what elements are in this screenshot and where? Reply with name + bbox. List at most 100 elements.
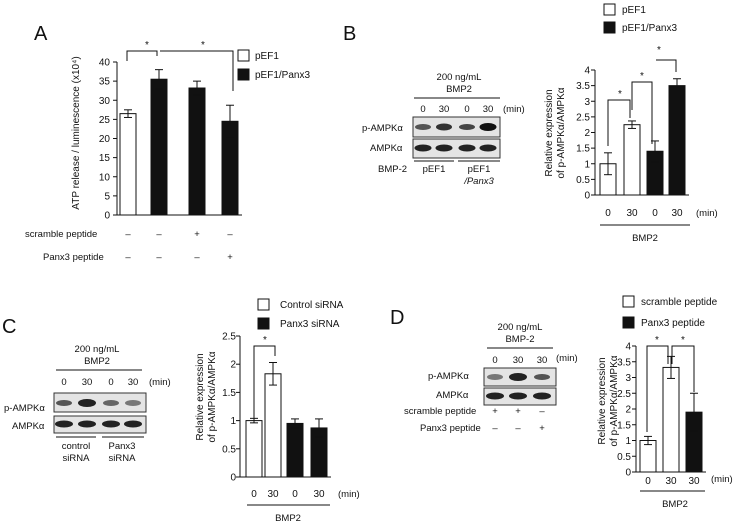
panel-d-band-t-1 xyxy=(486,392,504,400)
panel-b-ytick-label: 0 xyxy=(584,191,590,202)
panel-a-sign-grid: – – + – – – – + xyxy=(125,229,233,263)
panel-a-sig-mark-1: * xyxy=(145,40,149,51)
panel-d-sign-grid: + + – – – + xyxy=(492,406,545,434)
panel-a-treatment-sign: + xyxy=(227,252,233,263)
panel-a-sig-mark-2: * xyxy=(201,40,205,51)
panel-a-treatment-sign: – xyxy=(125,252,131,263)
panel-c-bar xyxy=(264,373,282,478)
panel-d-legend-swatch-white xyxy=(622,295,635,308)
panel-b-band-p-3 xyxy=(459,124,475,130)
panel-d-bar xyxy=(639,440,657,473)
panel-d-bar xyxy=(662,366,680,473)
panel-c-blot-treatment-line1: 200 ng/mL xyxy=(75,344,120,355)
panel-a-ytick-label: 0 xyxy=(104,211,110,222)
panel-d-treatment-sign: + xyxy=(539,423,545,434)
panel-a-sig-bracket-2 xyxy=(160,50,234,91)
panel-c-xgroup-label: BMP2 xyxy=(275,513,301,524)
panel-b-chart: 0 0.5 1 1.5 2 2.5 3 3.5 4 0 30 0 30 xyxy=(576,66,689,219)
panel-c-xtick-label: 30 xyxy=(267,489,279,500)
panel-d-sig-bracket-1 xyxy=(646,345,669,432)
panel-a-ytick-label: 5 xyxy=(104,191,110,202)
panel-b-blot-group-2-line2: /Panx3 xyxy=(463,176,494,187)
panel-b-ytick-label: 4 xyxy=(584,66,590,77)
panel-c-blot-time-2: 30 xyxy=(82,377,93,388)
panel-b-ytick-label: 1.5 xyxy=(576,144,590,155)
panel-b-sig-bracket-2 xyxy=(631,81,653,144)
panel-b-blot-time-3: 0 xyxy=(464,104,469,115)
panel-c-band-p-1 xyxy=(56,400,72,406)
panel-b-y-axis-label-2: of p-AMPKα/AMPKα xyxy=(556,87,567,178)
panel-d-y-axis-label-1: Relative expression xyxy=(597,357,608,444)
panel-b-sig-bracket-1 xyxy=(607,99,631,146)
panel-b-ytick-label: 0.5 xyxy=(576,175,590,186)
panel-d-band-p-2 xyxy=(509,373,527,381)
panel-b-blot-time-unit: (min) xyxy=(503,104,525,115)
panel-c-y-axis-label-1: Relative expression xyxy=(195,353,206,440)
panel-a-bar xyxy=(188,87,206,216)
panel-b-blot-group-1: pEF1 xyxy=(423,164,446,175)
panel-b-blot-treatment-line1: 200 ng/mL xyxy=(437,72,482,83)
panel-a-ytick-label: 20 xyxy=(99,134,111,145)
panel-c-blot-time-1: 0 xyxy=(61,377,66,388)
panel-d-treatment-sign: + xyxy=(515,406,521,417)
panel-a: A ATP release / luminescence (x10⁴) 0 5 10… xyxy=(25,23,310,263)
panel-b-ytick-label: 1 xyxy=(584,159,590,170)
panel-d-ytick-label: 1.5 xyxy=(617,420,631,431)
panel-d-sig-bracket-2 xyxy=(671,345,695,392)
panel-d-x-unit: (min) xyxy=(711,474,733,485)
panel-d-blot-time-1: 0 xyxy=(492,355,497,366)
panel-a-ytick-label: 25 xyxy=(99,115,111,126)
panel-d-xgroup-label: BMP2 xyxy=(662,499,688,510)
panel-c-ytick-label: 0.5 xyxy=(222,444,236,455)
panel-c-band-t-2 xyxy=(78,420,96,428)
panel-a-treatment-sign: – xyxy=(227,229,233,240)
panel-d-blot-time-2: 30 xyxy=(513,355,524,366)
panel-b-ytick-label: 3.5 xyxy=(576,81,590,92)
panel-c-blot-time-unit: (min) xyxy=(149,377,171,388)
panel-d-treatment-sign: + xyxy=(492,406,498,417)
panel-d-blot-treatment-line2: BMP-2 xyxy=(505,334,534,345)
panel-b-y-axis-label-1: Relative expression xyxy=(544,89,555,176)
panel-d-xtick-label: 30 xyxy=(665,476,677,487)
panel-d-sig-mark-2: * xyxy=(681,335,685,346)
panel-c-x-unit: (min) xyxy=(338,489,360,500)
panel-b-sig-mark-2: * xyxy=(640,71,644,82)
panel-c: C 200 ng/mL BMP2 0 30 0 30 (min) p-AMPKα… xyxy=(2,298,360,524)
panel-b-xtick-label: 0 xyxy=(652,208,658,219)
panel-b-legend-label-1: pEF1 xyxy=(622,5,646,16)
panel-b-legend-swatch-white xyxy=(603,3,616,16)
panel-d-band-p-1 xyxy=(487,374,503,380)
panel-c-legend-label-2: Panx3 siRNA xyxy=(280,319,340,330)
panel-b-xtick-label: 30 xyxy=(671,208,683,219)
panel-c-blot-group-2-line1: Panx3 xyxy=(109,441,136,452)
panel-d: D 200 ng/mL BMP-2 0 30 30 (min) p-AMPKα … xyxy=(390,295,733,510)
panel-b-band-t-4 xyxy=(479,144,497,152)
panel-d-treatment-sign: – xyxy=(492,423,498,434)
panel-c-legend-swatch-black xyxy=(257,317,270,330)
panel-d-ytick-label: 3 xyxy=(625,373,631,384)
panel-c-ytick-label: 2 xyxy=(230,360,236,371)
panel-c-blot-treatment-line2: BMP2 xyxy=(84,356,110,367)
panel-d-sig-mark-1: * xyxy=(655,335,659,346)
panel-b-band-t-3 xyxy=(458,144,476,152)
panel-c-ytick-label: 0 xyxy=(230,473,236,484)
panel-a-legend-swatch-black xyxy=(237,68,250,81)
panel-c-blot-row-ampk: AMPKα xyxy=(12,421,45,432)
panel-b-xgroup-label: BMP2 xyxy=(632,233,658,244)
panel-c-blot-group-1-line2: siRNA xyxy=(63,453,91,464)
panel-c-y-axis-label-2: of p-AMPKα/AMPKα xyxy=(207,351,218,442)
panel-b-blot-time-2: 30 xyxy=(439,104,450,115)
panel-c-band-t-4 xyxy=(124,420,142,428)
panel-c-letter: C xyxy=(2,316,16,338)
panel-d-treatment-sign: – xyxy=(515,423,521,434)
panel-c-blot-time-3: 0 xyxy=(108,377,113,388)
panel-a-treatment-sign: – xyxy=(156,252,162,263)
panel-b-band-p-1 xyxy=(415,124,431,130)
panel-c-xtick-label: 0 xyxy=(251,489,257,500)
panel-b-sig-bracket-3 xyxy=(656,59,677,72)
panel-a-ytick-label: 40 xyxy=(99,58,111,69)
panel-c-legend-swatch-white xyxy=(257,298,270,311)
panel-b-ytick-label: 2.5 xyxy=(576,112,590,123)
panel-d-blot-treatment-line1: 200 ng/mL xyxy=(498,322,543,333)
